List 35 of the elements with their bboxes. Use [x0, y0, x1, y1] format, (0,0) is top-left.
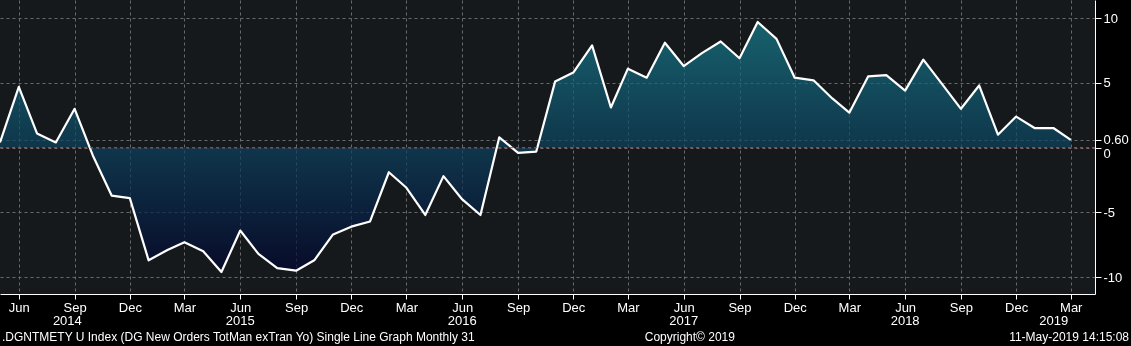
text: .DGNTMETY U Index (DG New Orders TotMan exTran Yo) Single Line Graph Monthly 31	[2, 330, 475, 344]
x2-tick-label: 2016	[447, 313, 477, 328]
x-tick-label: Mar	[173, 299, 197, 315]
x-tick-label: Mar	[1060, 299, 1084, 315]
x2-tick-label: 2018	[890, 313, 920, 328]
x-tick-label: Mar	[395, 299, 419, 315]
x-tick-label: Jun	[230, 299, 252, 315]
x-tick-label: Jun	[895, 299, 917, 315]
x-tick-label: Dec	[1005, 299, 1029, 315]
x2-tick-label: 2017	[669, 313, 699, 328]
x-tick-label: Sep	[728, 299, 752, 315]
x-tick-label: Jun	[673, 299, 695, 315]
x-tick-label: Mar	[838, 299, 862, 315]
y-tick-label: 0.60	[1103, 132, 1129, 148]
x2-tick-label: 2014	[52, 313, 82, 328]
x2-tick-label: 2015	[225, 313, 255, 328]
y-tick-label: 0	[1103, 146, 1111, 162]
x-tick-label: Sep	[949, 299, 973, 315]
y-tick-label: -10	[1103, 269, 1123, 285]
text: Copyright© 2019	[644, 330, 736, 344]
text: 11-May-2019 14:15:08	[1009, 330, 1130, 344]
x-tick-label: Dec	[783, 299, 808, 315]
x-tick-label: Sep	[507, 299, 531, 315]
x-tick-label: Sep	[63, 299, 87, 315]
y-tick-label: 5	[1103, 75, 1111, 91]
x-tick-label: Dec	[340, 299, 364, 315]
x-tick-label: Jun	[8, 299, 30, 315]
x-tick-label: Jun	[452, 299, 474, 315]
x-tick-label: Mar	[617, 299, 641, 315]
y-tick-label: 10	[1103, 10, 1118, 26]
x-tick-label: Dec	[118, 299, 143, 315]
x2-tick-label: 2019	[1039, 313, 1069, 328]
x-tick-label: Sep	[284, 299, 309, 315]
y-tick-label: -5	[1103, 204, 1116, 220]
x-tick-label: Dec	[562, 299, 586, 315]
